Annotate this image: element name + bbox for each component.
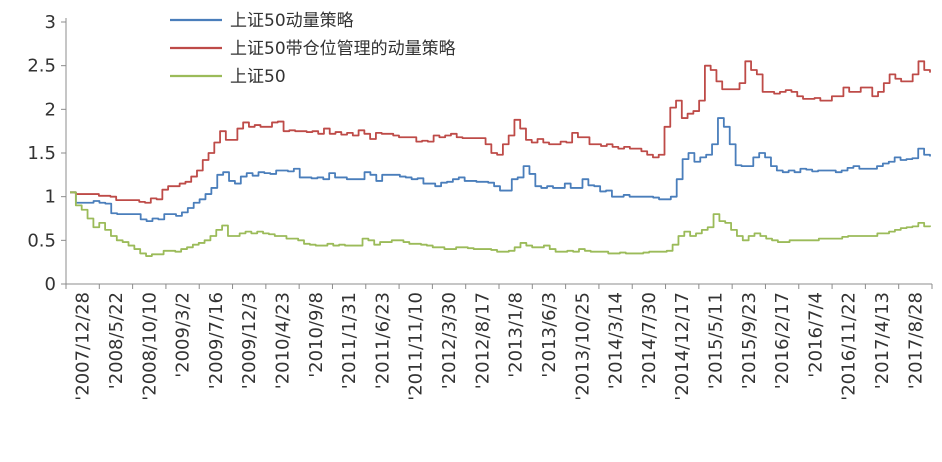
x-tick-label: '2009/12/3 (239, 292, 260, 389)
x-tick-label: '2011/6/23 (372, 292, 393, 389)
x-tick-label: '2009/7/16 (206, 292, 227, 389)
x-tick-label: '2012/3/30 (439, 292, 460, 389)
legend-label-3: 上证50 (230, 67, 286, 87)
x-tick-label: '2010/9/8 (306, 292, 327, 378)
x-tick-label: '2007/12/28 (73, 292, 94, 401)
x-axis: '2007/12/28 '2008/5/22 '2008/10/10 '2009/3/… (65, 283, 933, 401)
y-tick-label: 1.5 (27, 143, 56, 164)
x-tick-label: '2015/9/23 (739, 292, 760, 389)
x-tick-label: '2017/8/28 (905, 292, 926, 389)
y-tick-label: 2 (45, 99, 56, 120)
series-line-3 (70, 191, 931, 257)
x-tick-label: '2013/10/25 (572, 292, 593, 401)
x-tick-label: '2011/11/10 (406, 292, 427, 401)
x-tick-label: '2013/1/8 (506, 292, 527, 378)
x-tick-label: '2008/5/22 (106, 292, 127, 389)
series-line-1 (70, 117, 931, 223)
x-tick-label: '2014/12/17 (672, 292, 693, 401)
y-tick-label: 0.5 (27, 230, 56, 251)
y-axis: 0 0.5 1 1.5 2 2.5 3 (27, 12, 67, 295)
x-tick-label: '2017/4/13 (872, 292, 893, 389)
x-tick-label: '2011/1/31 (339, 292, 360, 389)
legend-label-1: 上证50动量策略 (230, 11, 354, 31)
x-tick-label: '2016/7/4 (805, 292, 826, 378)
series-lines (70, 60, 931, 257)
y-tick-label: 1 (45, 187, 56, 208)
series-line-2 (70, 60, 931, 204)
x-tick-label: '2012/8/17 (472, 292, 493, 389)
x-tick-label: '2014/7/30 (639, 292, 660, 389)
x-tick-label: '2009/3/2 (173, 292, 194, 378)
x-tick-label: '2016/11/22 (839, 292, 860, 401)
y-tick-label: 0 (45, 274, 56, 295)
x-tick-label: '2016/2/17 (772, 292, 793, 389)
x-tick-label: '2010/4/23 (273, 292, 294, 389)
x-tick-label: '2013/6/3 (539, 292, 560, 378)
y-tick-label: 3 (45, 12, 56, 33)
x-tick-label: '2014/3/14 (606, 292, 627, 389)
x-tick-label: '2015/5/11 (706, 292, 727, 389)
x-tick-label: '2008/10/10 (139, 292, 160, 401)
y-tick-label: 2.5 (27, 56, 56, 77)
legend-label-2: 上证50带仓位管理的动量策略 (230, 39, 456, 59)
